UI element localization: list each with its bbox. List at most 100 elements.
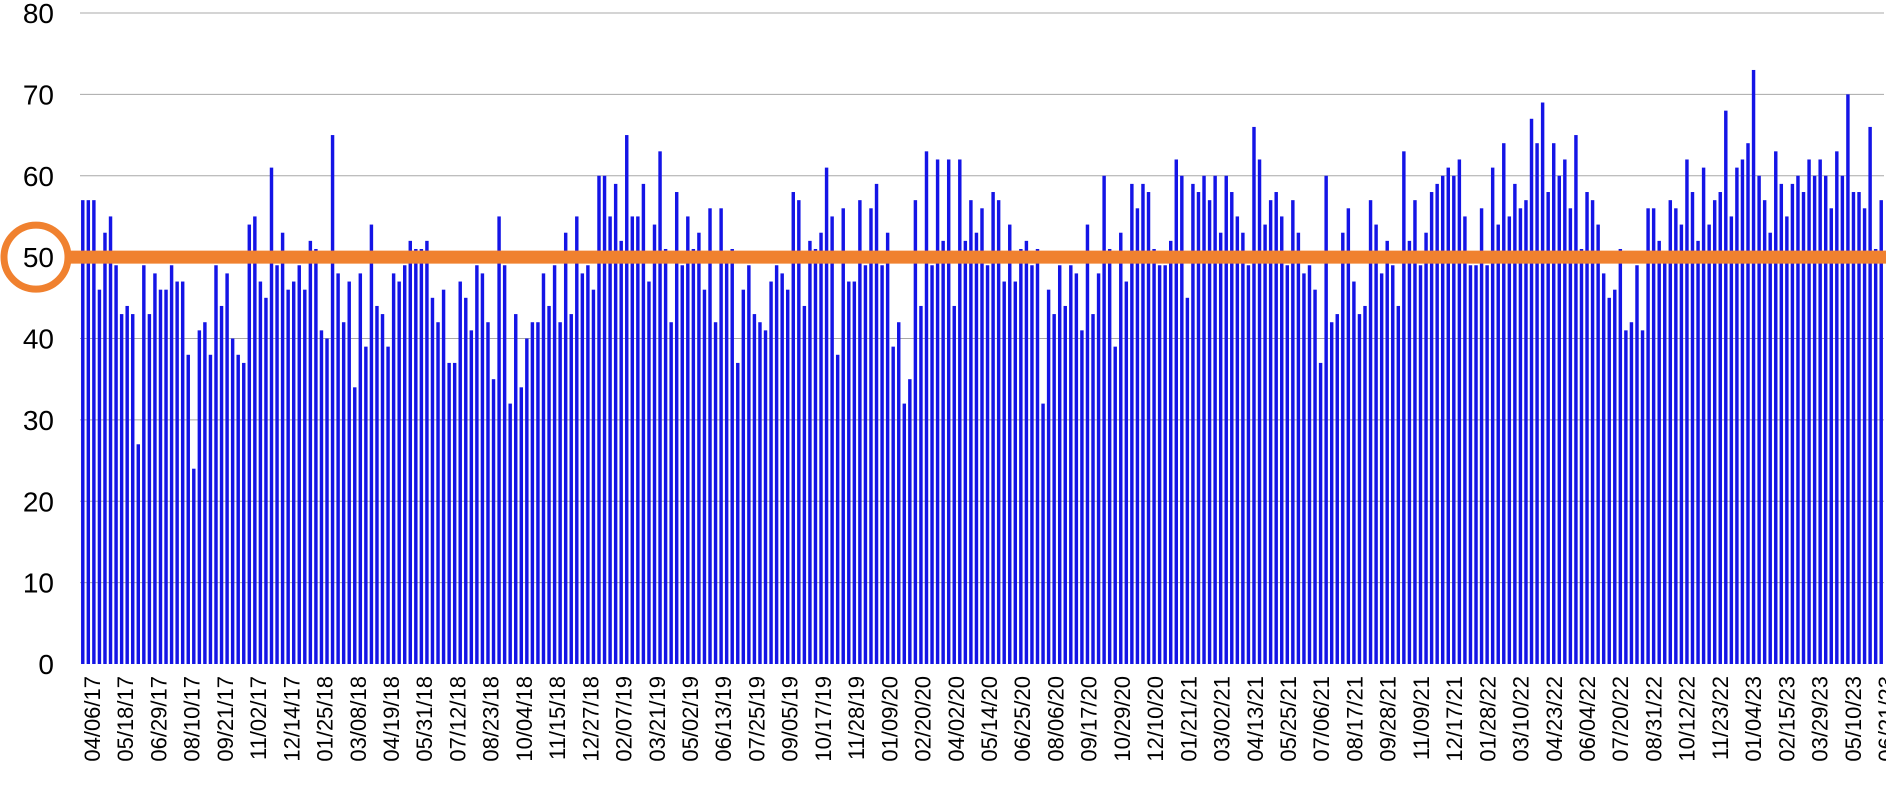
x-tick-label: 01/09/20: [877, 676, 902, 762]
bar: [203, 322, 207, 664]
x-tick-label: 07/25/19: [744, 676, 769, 762]
bar: [1851, 192, 1856, 664]
bar: [1862, 208, 1867, 665]
bar: [1368, 200, 1373, 664]
bar: [158, 289, 163, 664]
bar: [1396, 305, 1401, 664]
bar: [1313, 289, 1317, 664]
bar: [763, 330, 768, 664]
x-tick-label: 03/08/18: [346, 676, 371, 762]
bar: [958, 159, 962, 664]
x-tick-label: 03/02/21: [1210, 676, 1235, 762]
bar: [486, 322, 490, 664]
bar: [192, 468, 196, 664]
bar: [1119, 232, 1123, 664]
x-tick-label: 03/29/23: [1808, 676, 1833, 762]
bar: [136, 444, 141, 664]
bar: [680, 265, 684, 664]
bar: [469, 330, 474, 664]
bar: [769, 281, 773, 664]
bar: [1435, 183, 1439, 664]
bar: [724, 257, 729, 664]
bar: [919, 305, 923, 664]
bar: [1002, 281, 1006, 664]
bar: [1063, 305, 1067, 664]
bar: [885, 232, 890, 664]
bar: [641, 183, 646, 664]
bar: [1085, 224, 1090, 664]
bar: [863, 265, 868, 664]
bar: [97, 289, 102, 664]
x-tick-label: 10/17/19: [811, 676, 836, 762]
bar: [1335, 314, 1339, 664]
x-tick-label: 01/04/23: [1741, 676, 1766, 762]
bar: [480, 273, 485, 664]
x-tick-label: 05/31/18: [412, 676, 437, 762]
bar: [1718, 192, 1722, 664]
bar: [658, 151, 662, 664]
x-tick-label: 08/23/18: [479, 676, 504, 762]
bar: [1385, 240, 1389, 664]
x-tick-label: 09/28/21: [1376, 676, 1401, 762]
bar: [308, 240, 313, 664]
y-tick-label: 0: [38, 649, 54, 680]
bar: [1735, 167, 1739, 665]
bar: [1185, 297, 1190, 664]
x-tick-label: 07/20/22: [1608, 676, 1633, 762]
bar: [1740, 159, 1745, 664]
x-tick-label: 05/18/17: [113, 676, 138, 762]
bar: [1540, 102, 1545, 664]
bar: [880, 265, 884, 664]
bar: [1463, 216, 1467, 664]
x-tick-label: 04/06/17: [80, 676, 105, 762]
bar: [1407, 240, 1412, 664]
bar: [708, 208, 712, 665]
bar: [713, 322, 718, 664]
bar: [1751, 69, 1756, 664]
bar: [247, 224, 252, 664]
bar: [1613, 289, 1617, 664]
bar: [674, 192, 679, 664]
bar: [813, 248, 818, 665]
bar: [131, 314, 135, 664]
bar: [1307, 265, 1312, 664]
y-tick-label: 50: [23, 242, 54, 273]
bar: [1474, 265, 1478, 664]
bar: [1169, 240, 1173, 664]
bar: [108, 216, 113, 664]
bar: [808, 240, 812, 664]
bar: [586, 265, 590, 664]
reference-line-group: [0, 221, 1886, 293]
bar: [1601, 273, 1606, 664]
x-tick-label: 12/27/18: [578, 676, 603, 762]
bar: [1868, 126, 1872, 665]
x-tick-label: 11/28/19: [844, 676, 869, 760]
bar: [991, 192, 995, 664]
bar: [1646, 208, 1650, 665]
x-tick-label: 11/09/21: [1409, 676, 1434, 760]
x-tick-label: 02/15/23: [1774, 676, 1799, 762]
bar: [1807, 159, 1811, 664]
bar: [1318, 362, 1323, 664]
bar: [1207, 200, 1212, 664]
bar: [652, 224, 657, 664]
x-tick-label: 11/23/22: [1708, 676, 1733, 760]
x-tick-label: 06/25/20: [1010, 676, 1035, 762]
x-tick-label: 01/25/18: [313, 676, 338, 762]
bar: [1513, 183, 1517, 664]
bar: [1302, 273, 1306, 664]
bar: [441, 289, 446, 664]
x-tick-label: 04/02/20: [944, 676, 969, 762]
bar: [497, 216, 501, 664]
bar: [1429, 192, 1434, 664]
bar: [1518, 208, 1523, 665]
bars: [81, 69, 1883, 665]
bar: [1857, 192, 1861, 664]
bar: [1157, 265, 1162, 664]
bar: [519, 387, 524, 664]
y-tick-label: 10: [23, 568, 54, 599]
bar: [1069, 265, 1073, 664]
bar: [980, 208, 984, 665]
bar: [275, 265, 279, 664]
bar: [1091, 314, 1095, 664]
